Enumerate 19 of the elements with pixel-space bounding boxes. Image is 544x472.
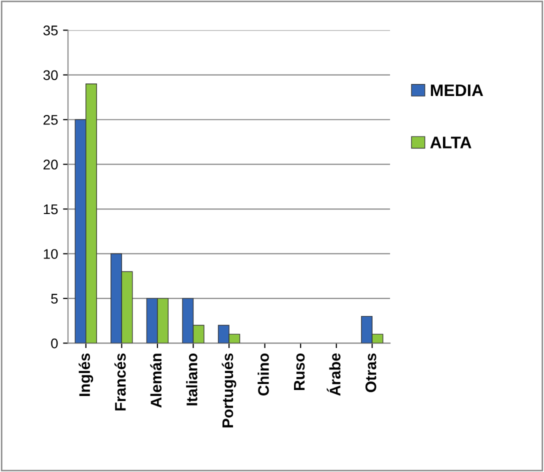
x-tick-label: Otras: [365, 353, 376, 392]
y-tick-label: 15: [44, 204, 58, 214]
y-tick-label: 0: [51, 338, 58, 348]
x-tick-label: Francés: [114, 353, 126, 410]
y-tick-label: 35: [43, 26, 58, 36]
y-tick-label: 5: [51, 294, 58, 304]
x-tick-label: Chino: [258, 353, 269, 396]
y-tick-label: 30: [43, 70, 58, 80]
y-tick-label: 25: [44, 114, 58, 125]
x-tick-label: Portugués: [222, 353, 236, 428]
y-tick-label: 10: [44, 249, 58, 259]
x-tick-label: Inglés: [78, 353, 94, 396]
x-tick-label: Árabe: [326, 353, 340, 396]
x-tick-label: Italiano: [186, 353, 198, 406]
legend-label: MEDIA: [430, 84, 484, 96]
legend-label: ALTA: [430, 136, 472, 148]
y-tick-label: 20: [44, 160, 58, 170]
x-tick-label: Ruso: [294, 353, 305, 390]
x-tick-label: Alemán: [150, 354, 162, 408]
